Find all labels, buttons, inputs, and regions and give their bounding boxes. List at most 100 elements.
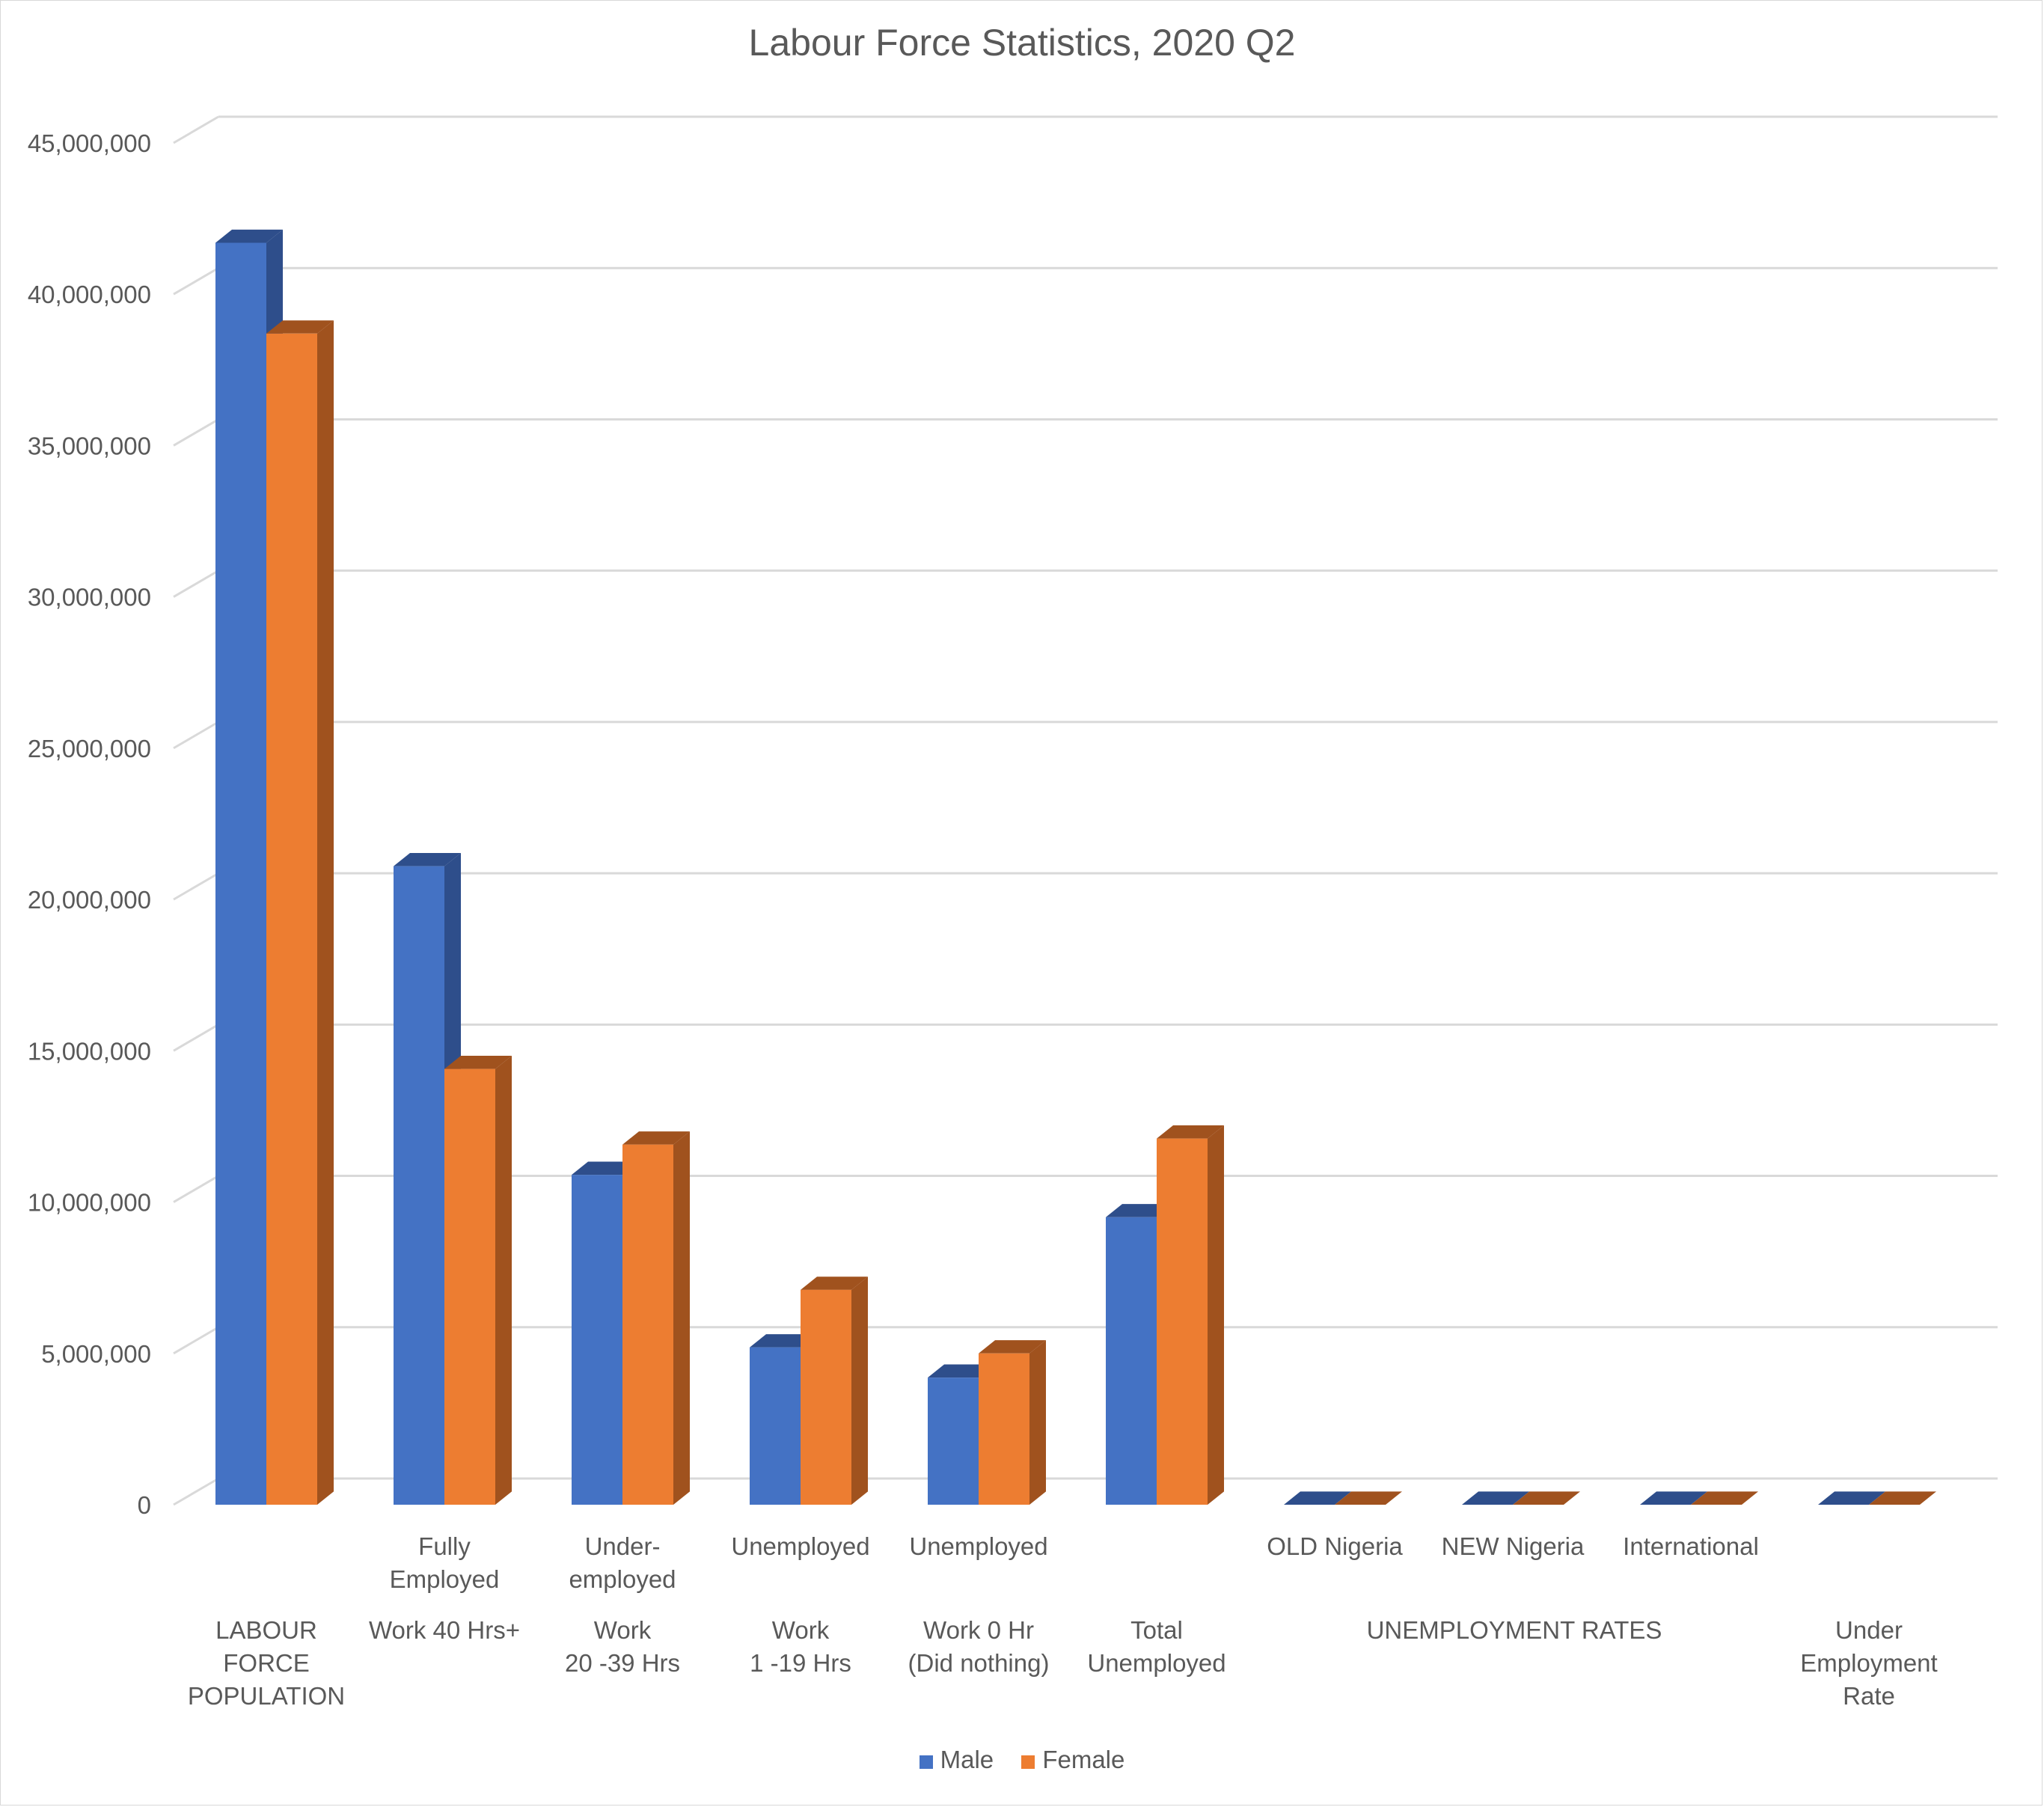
bar-front: [979, 1353, 1029, 1505]
bar-side: [495, 1056, 512, 1505]
gridline-diagonal: [173, 872, 219, 901]
category-label-upper: Fully Employed: [390, 1532, 500, 1593]
bar-side: [1208, 1125, 1224, 1505]
bar-female: [1691, 1491, 1758, 1505]
group-label-unemployment-rates: UNEMPLOYMENT RATES: [1367, 1616, 1662, 1644]
bar-top: [1157, 1125, 1224, 1139]
bar-female: [1869, 1491, 1936, 1505]
bar-side: [317, 320, 334, 1505]
bar-top: [801, 1276, 868, 1290]
legend-swatch-male: [919, 1755, 933, 1769]
y-tick-label: 0: [138, 1491, 151, 1519]
bar-front: [266, 333, 317, 1505]
bar-male: [1462, 1491, 1529, 1505]
bar-side: [673, 1131, 690, 1505]
legend-label-male: Male: [940, 1746, 994, 1773]
bar-top: [215, 229, 283, 243]
bar-top: [394, 853, 461, 866]
bar-front: [1157, 1138, 1208, 1505]
category-label-upper: OLD Nigeria: [1267, 1532, 1403, 1560]
category-label-lower: Work 20 -39 Hrs: [565, 1616, 680, 1677]
bar-top: [979, 1340, 1046, 1354]
bar-top: [622, 1131, 690, 1145]
category-label-upper: Unemployed: [909, 1532, 1047, 1560]
legend: Male Female: [0, 1746, 2044, 1774]
bar-female: [801, 1276, 868, 1505]
gridline-diagonal: [173, 569, 219, 598]
bar-top: [572, 1161, 639, 1175]
bar-female: [979, 1340, 1046, 1505]
gridline-diagonal: [173, 1024, 219, 1052]
bar-female: [266, 320, 334, 1505]
bar-female: [444, 1056, 512, 1505]
bar-female: [622, 1131, 690, 1505]
legend-item-male: Male: [919, 1746, 994, 1774]
category-label-lower: Under Employment Rate: [1800, 1616, 1937, 1710]
bar-top: [1513, 1491, 1580, 1505]
bar-top: [1106, 1204, 1173, 1217]
y-tick-label: 20,000,000: [28, 886, 151, 914]
category-label-lower: LABOUR FORCE POPULATION: [188, 1616, 345, 1710]
y-tick-label: 45,000,000: [28, 129, 151, 157]
category-label-upper: International: [1623, 1532, 1759, 1560]
bar-female: [1513, 1491, 1580, 1505]
bar-front: [801, 1289, 851, 1505]
bar-side: [1029, 1340, 1046, 1505]
y-tick-label: 40,000,000: [28, 281, 151, 308]
category-label-upper: NEW Nigeria: [1442, 1532, 1585, 1560]
bar-front: [622, 1144, 673, 1505]
chart-title: Labour Force Statistics, 2020 Q2: [748, 22, 1296, 64]
y-tick-label: 30,000,000: [28, 584, 151, 611]
bar-front: [928, 1378, 979, 1505]
bar-top: [266, 320, 334, 334]
y-tick-label: 15,000,000: [28, 1037, 151, 1065]
gridline-diagonal: [173, 721, 219, 750]
bar-female: [1335, 1491, 1402, 1505]
bar-side: [851, 1276, 868, 1505]
bar-top: [928, 1364, 995, 1378]
y-tick-label: 10,000,000: [28, 1189, 151, 1217]
bar-male: [1284, 1491, 1351, 1505]
gridlines: [173, 115, 1998, 1506]
bar-top: [750, 1334, 817, 1348]
bar-front: [444, 1068, 495, 1505]
y-tick-label: 35,000,000: [28, 432, 151, 459]
bar-female: [1157, 1125, 1224, 1505]
bar-front: [1106, 1217, 1157, 1505]
bar-front: [572, 1175, 622, 1505]
gridline-diagonal: [173, 1326, 219, 1355]
bar-top: [1818, 1491, 1885, 1505]
gridline-diagonal: [173, 266, 219, 296]
y-axis-ticks: 0 5,000,000 10,000,000 15,000,000 20,000,000…: [28, 129, 151, 1519]
bar-male: [1640, 1491, 1707, 1505]
gridline-diagonal: [173, 418, 219, 447]
y-tick-label: 25,000,000: [28, 735, 151, 762]
category-label-upper: Under-employed: [569, 1532, 676, 1593]
category-label-lower: Work 40 Hrs+: [369, 1616, 520, 1644]
bar-top: [1462, 1491, 1529, 1505]
category-label-lower: Work 1 -19 Hrs: [750, 1616, 851, 1677]
bar-top: [1335, 1491, 1402, 1505]
bar-male: [1818, 1491, 1885, 1505]
category-label-upper: Unemployed: [731, 1532, 869, 1560]
bar-top: [1869, 1491, 1936, 1505]
legend-label-female: Female: [1042, 1746, 1125, 1773]
gridline-diagonal: [173, 115, 219, 144]
gridline-diagonal: [173, 1175, 219, 1203]
legend-swatch-female: [1021, 1755, 1035, 1769]
x-axis-labels: LABOUR FORCE POPULATION Fully Employed Work 4…: [188, 1532, 1938, 1710]
bar-front: [215, 242, 266, 1505]
bar-top: [1640, 1491, 1707, 1505]
y-tick-label: 5,000,000: [41, 1340, 151, 1368]
bars: [215, 229, 1936, 1505]
bar-top: [444, 1056, 512, 1069]
category-label-lower: Work 0 Hr (Did nothing): [908, 1616, 1050, 1677]
legend-item-female: Female: [1021, 1746, 1124, 1774]
bar-top: [1284, 1491, 1351, 1505]
gridline-diagonal: [173, 1477, 219, 1506]
bar-front: [750, 1347, 801, 1505]
bar-top: [1691, 1491, 1758, 1505]
bar-front: [394, 866, 444, 1505]
